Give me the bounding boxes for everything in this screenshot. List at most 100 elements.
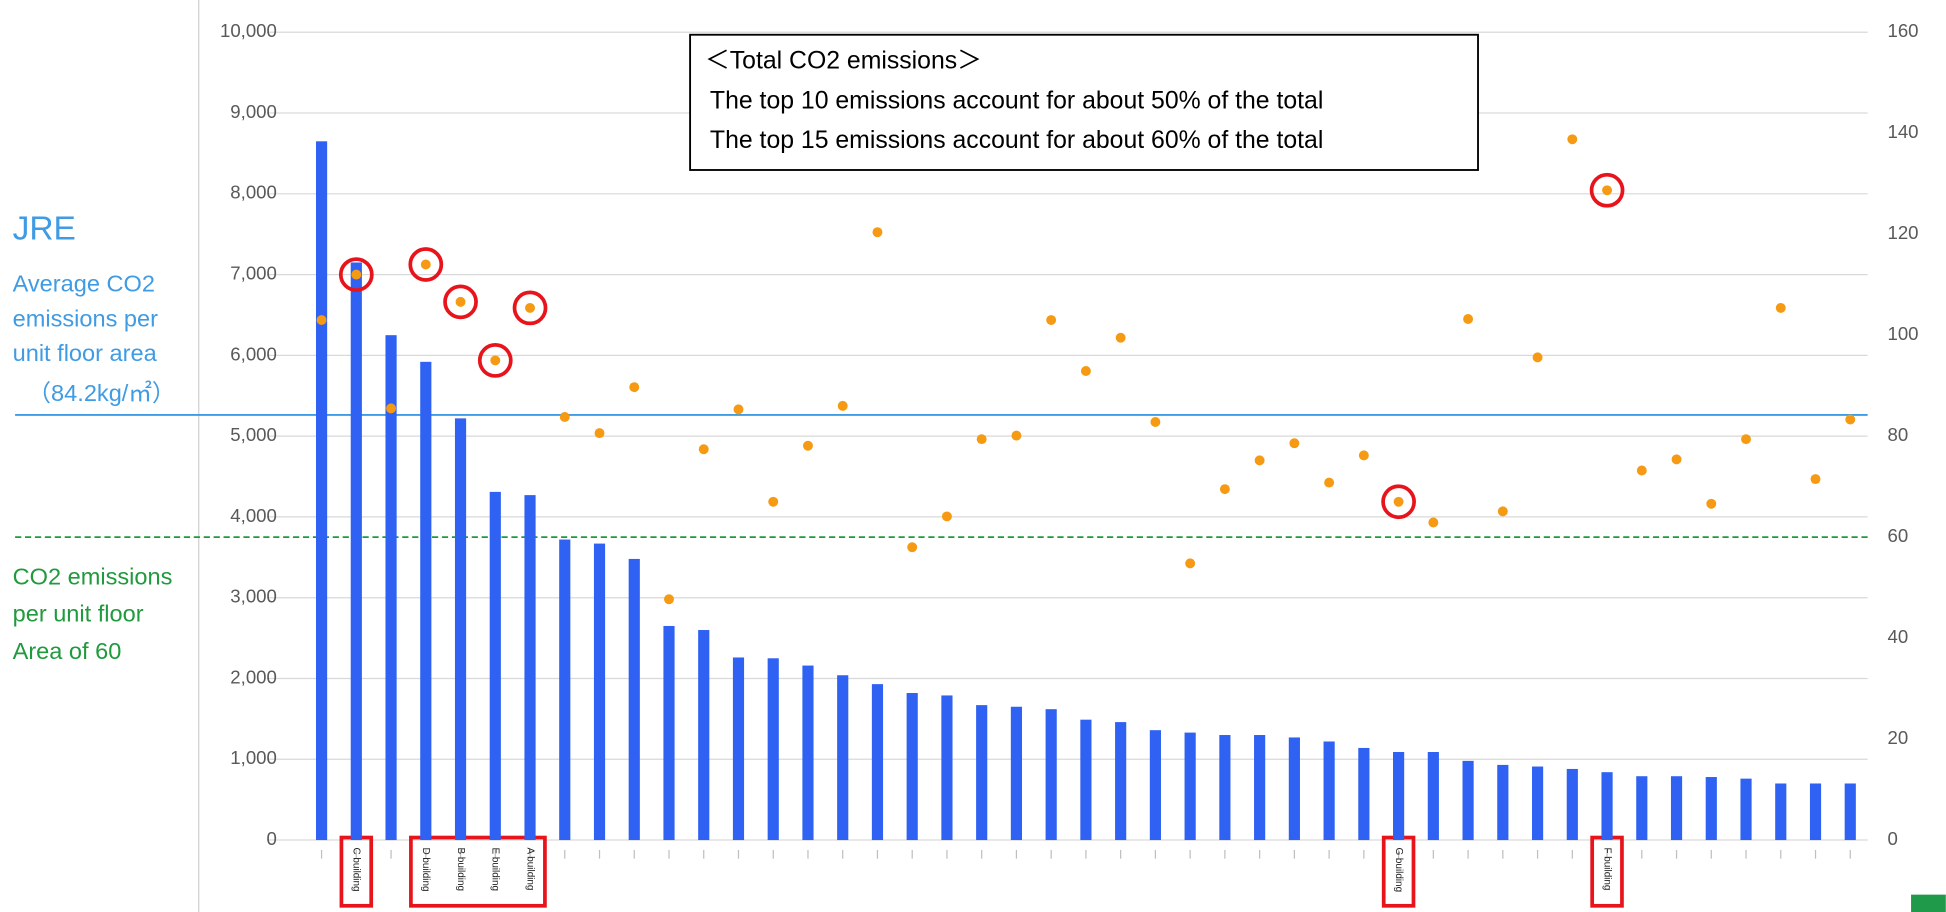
bar: [871, 684, 884, 841]
point: [1011, 430, 1022, 441]
bar: [1427, 751, 1439, 841]
y-tick-label: 7,000: [230, 263, 277, 284]
bar: [1393, 751, 1405, 841]
bar: [1358, 747, 1370, 841]
bar: [524, 495, 536, 841]
point: [1185, 558, 1196, 569]
y2-tick-label: 40: [1887, 626, 1908, 647]
bar: [802, 665, 814, 841]
bar: [1115, 722, 1127, 841]
point: [594, 428, 605, 439]
point: [1150, 417, 1161, 427]
bar: [628, 558, 640, 841]
point: [1497, 506, 1508, 517]
y-tick-label: 10,000: [220, 20, 277, 41]
x-tick-label: B building: [455, 847, 466, 891]
x-tick-label: E building: [490, 847, 501, 891]
point: [733, 404, 744, 415]
annotation-text: The top 10 emissions account for about 5…: [710, 87, 1323, 114]
bar: [1844, 783, 1856, 841]
bar: [350, 262, 362, 841]
x-tick-label: G building: [1393, 847, 1404, 892]
point: [629, 382, 640, 393]
point: [420, 259, 431, 270]
point: [1532, 352, 1543, 363]
reference-note: emissions per: [13, 305, 159, 331]
bar: [1601, 772, 1613, 841]
bar: [941, 695, 953, 841]
x-tick-label: A building: [524, 847, 535, 890]
bar: [767, 658, 779, 841]
y-tick-label: 3,000: [230, 586, 277, 607]
highlight-circle: [443, 284, 478, 320]
point: [664, 594, 674, 605]
point: [1636, 465, 1647, 476]
bar: [1705, 777, 1717, 841]
bar: [976, 705, 988, 841]
highlight-circle: [1381, 484, 1416, 520]
y-tick-label: 1,000: [230, 747, 277, 768]
annotation-box: [689, 33, 1479, 171]
highlight-circle: [512, 290, 548, 326]
reference-note: Average CO2: [13, 271, 155, 297]
point: [768, 496, 779, 507]
point: [1810, 474, 1821, 485]
y2-tick-label: 0: [1887, 828, 1897, 849]
point: [1706, 498, 1717, 509]
bar: [837, 675, 849, 841]
point: [1463, 314, 1474, 324]
bar: [1045, 709, 1057, 841]
reference-note: Area of 60: [13, 638, 122, 664]
bar: [385, 335, 397, 841]
y2-tick-label: 60: [1887, 525, 1908, 546]
bar: [1149, 730, 1161, 841]
reference-note: unit floor area: [13, 340, 158, 366]
point: [1324, 477, 1335, 488]
point: [872, 227, 883, 238]
bar: [1462, 760, 1474, 841]
bar: [732, 657, 745, 841]
point: [837, 400, 848, 411]
point: [559, 411, 570, 422]
bar: [1010, 706, 1023, 841]
y2-tick-label: 120: [1887, 222, 1918, 243]
point: [803, 440, 813, 451]
y-tick-label: 8,000: [230, 182, 277, 203]
bar: [1288, 737, 1300, 841]
bar: [420, 361, 432, 841]
point: [1254, 455, 1265, 466]
reference-note: （84.2kg/㎡）: [27, 380, 175, 406]
x-tick-label: D building: [420, 847, 431, 891]
y-tick-label: 0: [267, 828, 277, 849]
bar: [1323, 741, 1335, 841]
bar: [489, 491, 501, 841]
highlight-circle: [338, 257, 374, 292]
y2-tick-label: 160: [1887, 20, 1918, 41]
x-tick-label: F building: [1601, 847, 1612, 890]
point: [1080, 366, 1091, 376]
point: [1289, 438, 1300, 449]
point: [351, 269, 362, 280]
bar: [906, 693, 918, 841]
point: [316, 315, 327, 325]
corner-marker: [1911, 894, 1946, 912]
annotation-text: The top 15 emissions account for about 6…: [710, 127, 1323, 154]
point: [1358, 450, 1369, 461]
y2-tick-label: 140: [1887, 121, 1918, 142]
highlight-circle: [477, 343, 513, 378]
bar: [1809, 783, 1822, 841]
point: [1602, 185, 1613, 196]
bar: [1775, 783, 1787, 841]
annotation-text: ＜Total CO2 emissions＞: [705, 48, 982, 75]
point: [1219, 484, 1230, 495]
bar: [1636, 776, 1648, 841]
point: [1567, 134, 1578, 145]
bar: [454, 418, 467, 841]
point: [1671, 454, 1682, 465]
point: [1393, 496, 1404, 507]
bar: [593, 543, 606, 841]
bar: [698, 630, 710, 841]
bar: [1080, 719, 1092, 841]
point: [386, 403, 397, 414]
